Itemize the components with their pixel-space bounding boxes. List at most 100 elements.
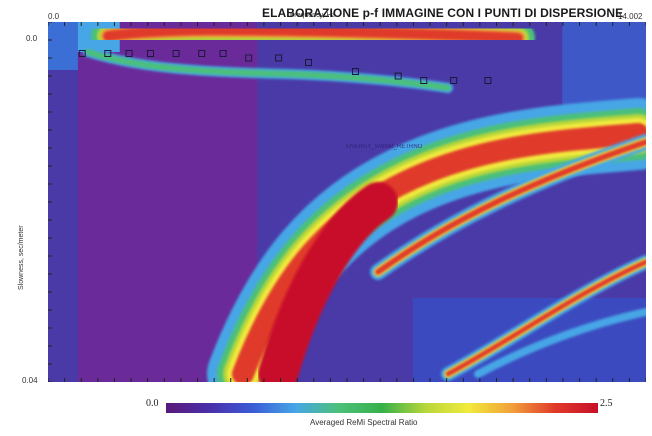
heatmap-cell xyxy=(101,358,109,365)
heatmap-cell xyxy=(113,232,121,239)
heatmap-cell xyxy=(341,124,348,131)
heatmap-cell xyxy=(347,58,354,65)
heatmap-cell xyxy=(48,100,55,107)
heatmap-cell xyxy=(179,160,187,167)
heatmap-cell xyxy=(508,94,515,101)
heatmap-cell xyxy=(370,334,378,341)
heatmap-cell xyxy=(59,334,67,341)
heatmap-cell xyxy=(59,202,67,209)
heatmap-cell xyxy=(454,292,462,299)
heatmap-cell xyxy=(113,70,121,77)
heatmap-cell xyxy=(448,238,456,245)
heatmap-cell xyxy=(341,280,348,287)
heatmap-cell xyxy=(293,106,300,113)
heatmap-cell xyxy=(209,262,216,269)
heatmap-cell xyxy=(227,172,234,179)
heatmap-cell xyxy=(263,130,270,137)
heatmap-cell xyxy=(155,196,163,203)
heatmap-cell xyxy=(341,100,348,107)
heatmap-cell xyxy=(370,58,378,65)
heatmap-cell xyxy=(364,130,372,137)
heatmap-cell xyxy=(203,370,210,377)
heatmap-cell xyxy=(418,280,426,287)
heatmap-cell xyxy=(101,316,109,323)
heatmap-cell xyxy=(191,202,198,209)
heatmap-cell xyxy=(400,352,408,359)
heatmap-cell xyxy=(149,370,157,377)
heatmap-cell xyxy=(125,118,133,125)
heatmap-cell xyxy=(382,292,390,299)
heatmap-cell xyxy=(490,100,497,107)
heatmap-cell xyxy=(394,304,402,311)
heatmap-cell xyxy=(125,82,133,89)
heatmap-cell xyxy=(53,28,61,35)
heatmap-cell xyxy=(394,232,402,239)
heatmap-cell xyxy=(263,136,270,143)
heatmap-cell xyxy=(149,46,157,53)
heatmap-cell xyxy=(107,268,115,275)
heatmap-cell xyxy=(197,328,204,335)
heatmap-cell xyxy=(209,346,216,353)
heatmap-cell xyxy=(490,250,497,257)
heatmap-cell xyxy=(125,328,133,335)
heatmap-cell xyxy=(358,52,366,59)
heatmap-cell xyxy=(155,346,163,353)
heatmap-cell xyxy=(113,322,121,329)
heatmap-cell xyxy=(209,310,216,317)
heatmap-cell xyxy=(131,304,139,311)
heatmap-cell xyxy=(335,328,342,335)
heatmap-cell xyxy=(155,82,163,89)
heatmap-cell xyxy=(119,334,127,341)
heatmap-cell xyxy=(53,40,61,47)
heatmap-cell xyxy=(137,82,145,89)
heatmap-cell xyxy=(352,376,360,382)
heatmap-cell xyxy=(490,244,497,251)
heatmap-cell xyxy=(287,118,294,125)
heatmap-cell xyxy=(107,286,115,293)
heatmap-cell xyxy=(239,196,246,203)
heatmap-cell xyxy=(161,304,169,311)
heatmap-cell xyxy=(323,64,330,71)
heatmap-cell xyxy=(275,64,282,71)
heatmap-cell xyxy=(358,352,366,359)
heatmap-cell xyxy=(48,238,55,245)
heatmap-cell xyxy=(347,112,354,119)
heatmap-cell xyxy=(95,262,103,269)
heatmap-cell xyxy=(233,112,240,119)
heatmap-cell xyxy=(358,304,366,311)
heatmap-cell xyxy=(131,124,139,131)
heatmap-cell xyxy=(484,328,492,335)
heatmap-cell xyxy=(460,88,468,95)
heatmap-cell xyxy=(358,94,366,101)
heatmap-cell xyxy=(107,328,115,335)
heatmap-cell xyxy=(257,112,264,119)
heatmap-cell xyxy=(59,274,67,281)
heatmap-cell xyxy=(460,298,468,305)
heatmap-cell xyxy=(95,88,103,95)
heatmap-cell xyxy=(113,154,121,161)
heatmap-cell xyxy=(119,154,127,161)
heatmap-cell xyxy=(203,118,210,125)
heatmap-cell xyxy=(95,334,103,341)
heatmap-cell xyxy=(287,46,294,53)
heatmap-cell xyxy=(227,232,234,239)
heatmap-cell xyxy=(484,76,492,83)
heatmap-cell xyxy=(382,94,390,101)
heatmap-cell xyxy=(526,202,533,209)
heatmap-cell xyxy=(400,52,408,59)
heatmap-cell xyxy=(203,268,210,275)
heatmap-cell xyxy=(77,298,85,305)
heatmap-cell xyxy=(370,376,378,382)
heatmap-cell xyxy=(394,64,402,71)
heatmap-cell xyxy=(430,208,438,215)
heatmap-cell xyxy=(538,328,545,335)
heatmap-cell xyxy=(460,100,468,107)
heatmap-cell xyxy=(209,268,216,275)
heatmap-cell xyxy=(155,226,163,233)
heatmap-cell xyxy=(203,154,210,161)
heatmap-cell xyxy=(520,274,527,281)
heatmap-cell xyxy=(143,214,151,221)
heatmap-cell xyxy=(382,88,390,95)
heatmap-cell xyxy=(442,124,450,131)
heatmap-cell xyxy=(203,352,210,359)
